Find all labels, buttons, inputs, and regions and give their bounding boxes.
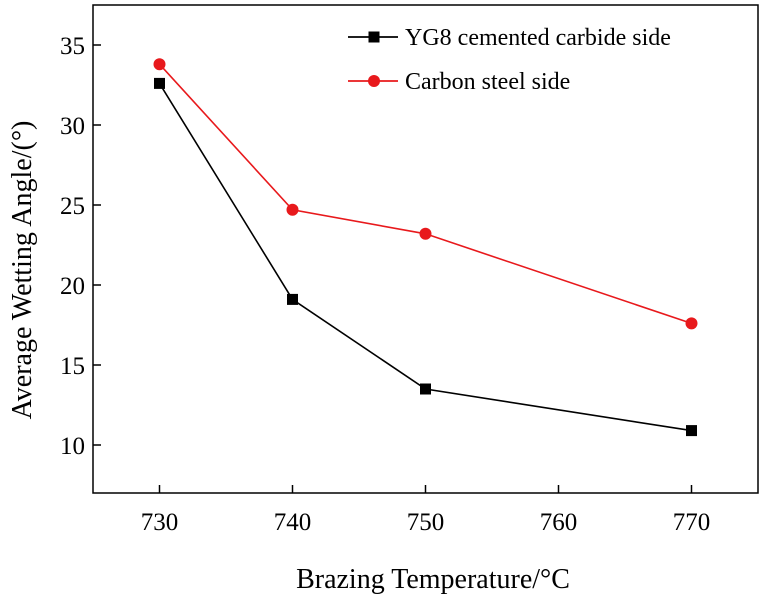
legend-label: Carbon steel side	[405, 69, 570, 95]
legend: YG8 cemented carbide side Carbon steel si…	[348, 25, 671, 95]
data-point	[420, 383, 431, 395]
y-axis-title: Average Wetting Angle/(°)	[7, 121, 38, 420]
series-1	[154, 77, 697, 437]
data-point	[419, 227, 432, 240]
x-tick-label: 770	[673, 509, 711, 536]
data-point	[286, 203, 299, 216]
legend-entry: YG8 cemented carbide side	[348, 25, 671, 51]
data-point	[287, 293, 298, 305]
x-tick-label: 750	[407, 509, 445, 536]
y-tick-label: 30	[60, 113, 85, 140]
y-tick-label: 20	[60, 273, 85, 300]
y-tick-label: 10	[60, 433, 85, 460]
series-2	[153, 58, 698, 330]
x-axis-title: Brazing Temperature/°C	[296, 564, 570, 595]
data-point	[153, 58, 166, 71]
legend-label: YG8 cemented carbide side	[405, 25, 671, 51]
x-tick-label: 740	[274, 509, 312, 536]
x-tick-label: 760	[540, 509, 578, 536]
y-tick-label: 15	[60, 353, 85, 380]
series-line	[158, 63, 692, 325]
y-tick-label: 25	[60, 193, 85, 220]
legend-marker	[368, 75, 380, 87]
series-layer	[153, 58, 698, 437]
data-point	[685, 317, 698, 330]
data-point	[154, 77, 165, 89]
x-tick-label: 730	[141, 509, 179, 536]
y-tick-label: 35	[60, 33, 85, 60]
legend-marker	[368, 31, 380, 43]
legend-entry: Carbon steel side	[348, 69, 570, 95]
data-point	[686, 425, 697, 437]
axis-ticks: 730 740 750 760 770 10 15 20 25 30 35	[60, 33, 710, 536]
series-line	[158, 82, 692, 432]
